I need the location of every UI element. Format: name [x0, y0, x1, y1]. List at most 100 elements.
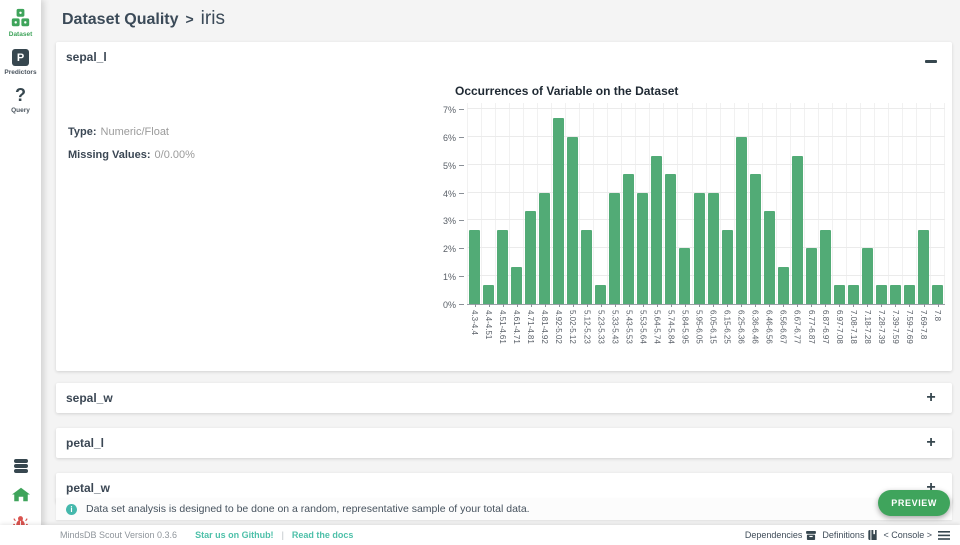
histogram-bar[interactable]	[932, 285, 944, 304]
panel-sepal-w[interactable]: sepal_w +	[56, 383, 952, 413]
chart-y-axis: 0% 1% 2% 3% 4% 5% 6% 7%	[424, 103, 464, 310]
histogram-bar[interactable]	[553, 118, 565, 304]
histogram-bar[interactable]	[595, 285, 607, 304]
histogram-bar[interactable]	[623, 173, 635, 304]
sidebar-item-dataset[interactable]: Dataset	[9, 8, 32, 38]
sidebar-item-predictors[interactable]: P Predictors	[4, 49, 37, 76]
menu-icon[interactable]	[938, 530, 950, 540]
histogram-slot: 6.67-6.77	[789, 103, 804, 344]
x-axis-label: 6.56-6.67	[778, 310, 788, 344]
histogram-slot: 6.05-6.15	[705, 103, 720, 344]
breadcrumb-section[interactable]: Dataset Quality	[62, 11, 179, 28]
expand-button[interactable]: +	[924, 390, 938, 406]
histogram-bar[interactable]	[918, 229, 930, 304]
x-axis-tick	[895, 304, 897, 307]
histogram-slot: 6.56-6.67	[775, 103, 790, 344]
x-axis-tick	[783, 304, 785, 307]
book-icon	[868, 530, 878, 540]
histogram-bar[interactable]	[777, 266, 789, 304]
histogram-bar[interactable]	[483, 285, 495, 304]
gridline	[467, 135, 945, 137]
github-link[interactable]: Star us on Github!	[195, 530, 274, 540]
x-axis-label: 4.71-4.81	[526, 310, 536, 344]
histogram-bar[interactable]	[693, 192, 705, 304]
histogram-bar[interactable]	[763, 211, 775, 304]
footer-divider: |	[281, 530, 284, 540]
histogram-bar[interactable]	[469, 229, 481, 304]
sidebar-item-query[interactable]: ? Query	[11, 86, 30, 114]
histogram-slot: 4.51-4.61	[495, 103, 509, 344]
docs-link[interactable]: Read the docs	[291, 530, 354, 540]
field-type: Type: Numeric/Float	[68, 126, 169, 138]
x-axis-tick	[713, 304, 715, 307]
dependencies-link[interactable]: Dependencies	[745, 530, 817, 540]
x-axis-tick	[867, 304, 869, 307]
x-axis-label: 6.97-7.08	[834, 310, 844, 344]
histogram-slot: 5.12-5.23	[579, 103, 593, 344]
histogram-bar[interactable]	[861, 248, 873, 304]
histogram-bar[interactable]	[791, 155, 803, 304]
histogram-bar[interactable]	[679, 248, 691, 304]
sidebar-item-label: Query	[11, 107, 30, 114]
preview-button[interactable]: PREVIEW	[878, 490, 950, 516]
x-axis-label: 7.28-7.39	[876, 310, 886, 344]
histogram-bar[interactable]	[847, 285, 859, 304]
x-axis-label: 7.18-7.28	[862, 310, 872, 344]
histogram-bar[interactable]	[721, 229, 733, 304]
histogram-bar[interactable]	[609, 192, 621, 304]
y-axis-label: 6%	[442, 132, 456, 143]
histogram-bar[interactable]	[875, 285, 887, 304]
plus-icon: +	[926, 479, 936, 496]
x-axis-label: 6.36-6.46	[750, 310, 760, 344]
histogram-bar[interactable]	[497, 229, 509, 304]
histogram-bar[interactable]	[805, 248, 817, 304]
panel-petal-l[interactable]: petal_l +	[56, 428, 952, 458]
histogram-slot: 7.39-7.59	[887, 103, 902, 344]
predictors-p-icon: P	[12, 49, 29, 66]
histogram-bar[interactable]	[665, 173, 677, 304]
histogram-bar[interactable]	[819, 229, 831, 304]
gridline	[467, 191, 945, 193]
x-axis-tick	[853, 304, 855, 307]
histogram-bar[interactable]	[581, 229, 593, 304]
database-icon[interactable]	[13, 458, 29, 474]
x-axis-tick	[684, 304, 686, 307]
histogram-bar[interactable]	[651, 155, 663, 304]
histogram-slot: 7.08-7.18	[845, 103, 860, 344]
x-axis-label: 6.15-6.25	[722, 310, 732, 344]
home-icon[interactable]	[11, 487, 30, 502]
info-circle-icon: i	[66, 503, 77, 515]
histogram-bar[interactable]	[511, 266, 523, 304]
y-axis-tick	[459, 108, 464, 110]
histogram-bar[interactable]	[749, 173, 761, 304]
definitions-link[interactable]: Definitions	[822, 530, 878, 540]
x-axis-label: 4.51-4.61	[498, 310, 508, 344]
x-axis-label: 7.08-7.18	[848, 310, 858, 344]
histogram-slot: 5.64-5.74	[649, 103, 663, 344]
histogram-slot: 7.69-7.8	[916, 103, 930, 339]
x-axis-tick	[502, 304, 504, 307]
histogram-bar[interactable]	[525, 211, 537, 304]
expand-button[interactable]: +	[924, 479, 938, 496]
gridline	[467, 247, 945, 249]
histogram-bar[interactable]	[833, 285, 845, 304]
histogram-bar[interactable]	[903, 285, 915, 304]
histogram-bar[interactable]	[735, 136, 747, 304]
x-axis-tick	[699, 304, 701, 307]
histogram-bar[interactable]	[567, 136, 579, 304]
histogram-bar[interactable]	[889, 285, 901, 304]
x-axis-tick	[755, 304, 757, 307]
x-axis-label: 5.74-5.84	[666, 310, 676, 344]
page-title: iris	[200, 8, 225, 29]
expand-button[interactable]: +	[924, 435, 938, 451]
histogram-bar[interactable]	[707, 192, 719, 304]
x-axis-label: 5.53-5.64	[638, 310, 648, 344]
histogram-bar[interactable]	[637, 192, 649, 304]
gridline	[467, 107, 945, 109]
console-link[interactable]: < Console >	[883, 530, 932, 540]
field-value: 0/0.00%	[154, 149, 195, 161]
x-axis-tick	[656, 304, 658, 307]
collapse-button[interactable]	[924, 54, 938, 68]
histogram-bar[interactable]	[539, 192, 551, 304]
x-axis-tick	[558, 304, 560, 307]
